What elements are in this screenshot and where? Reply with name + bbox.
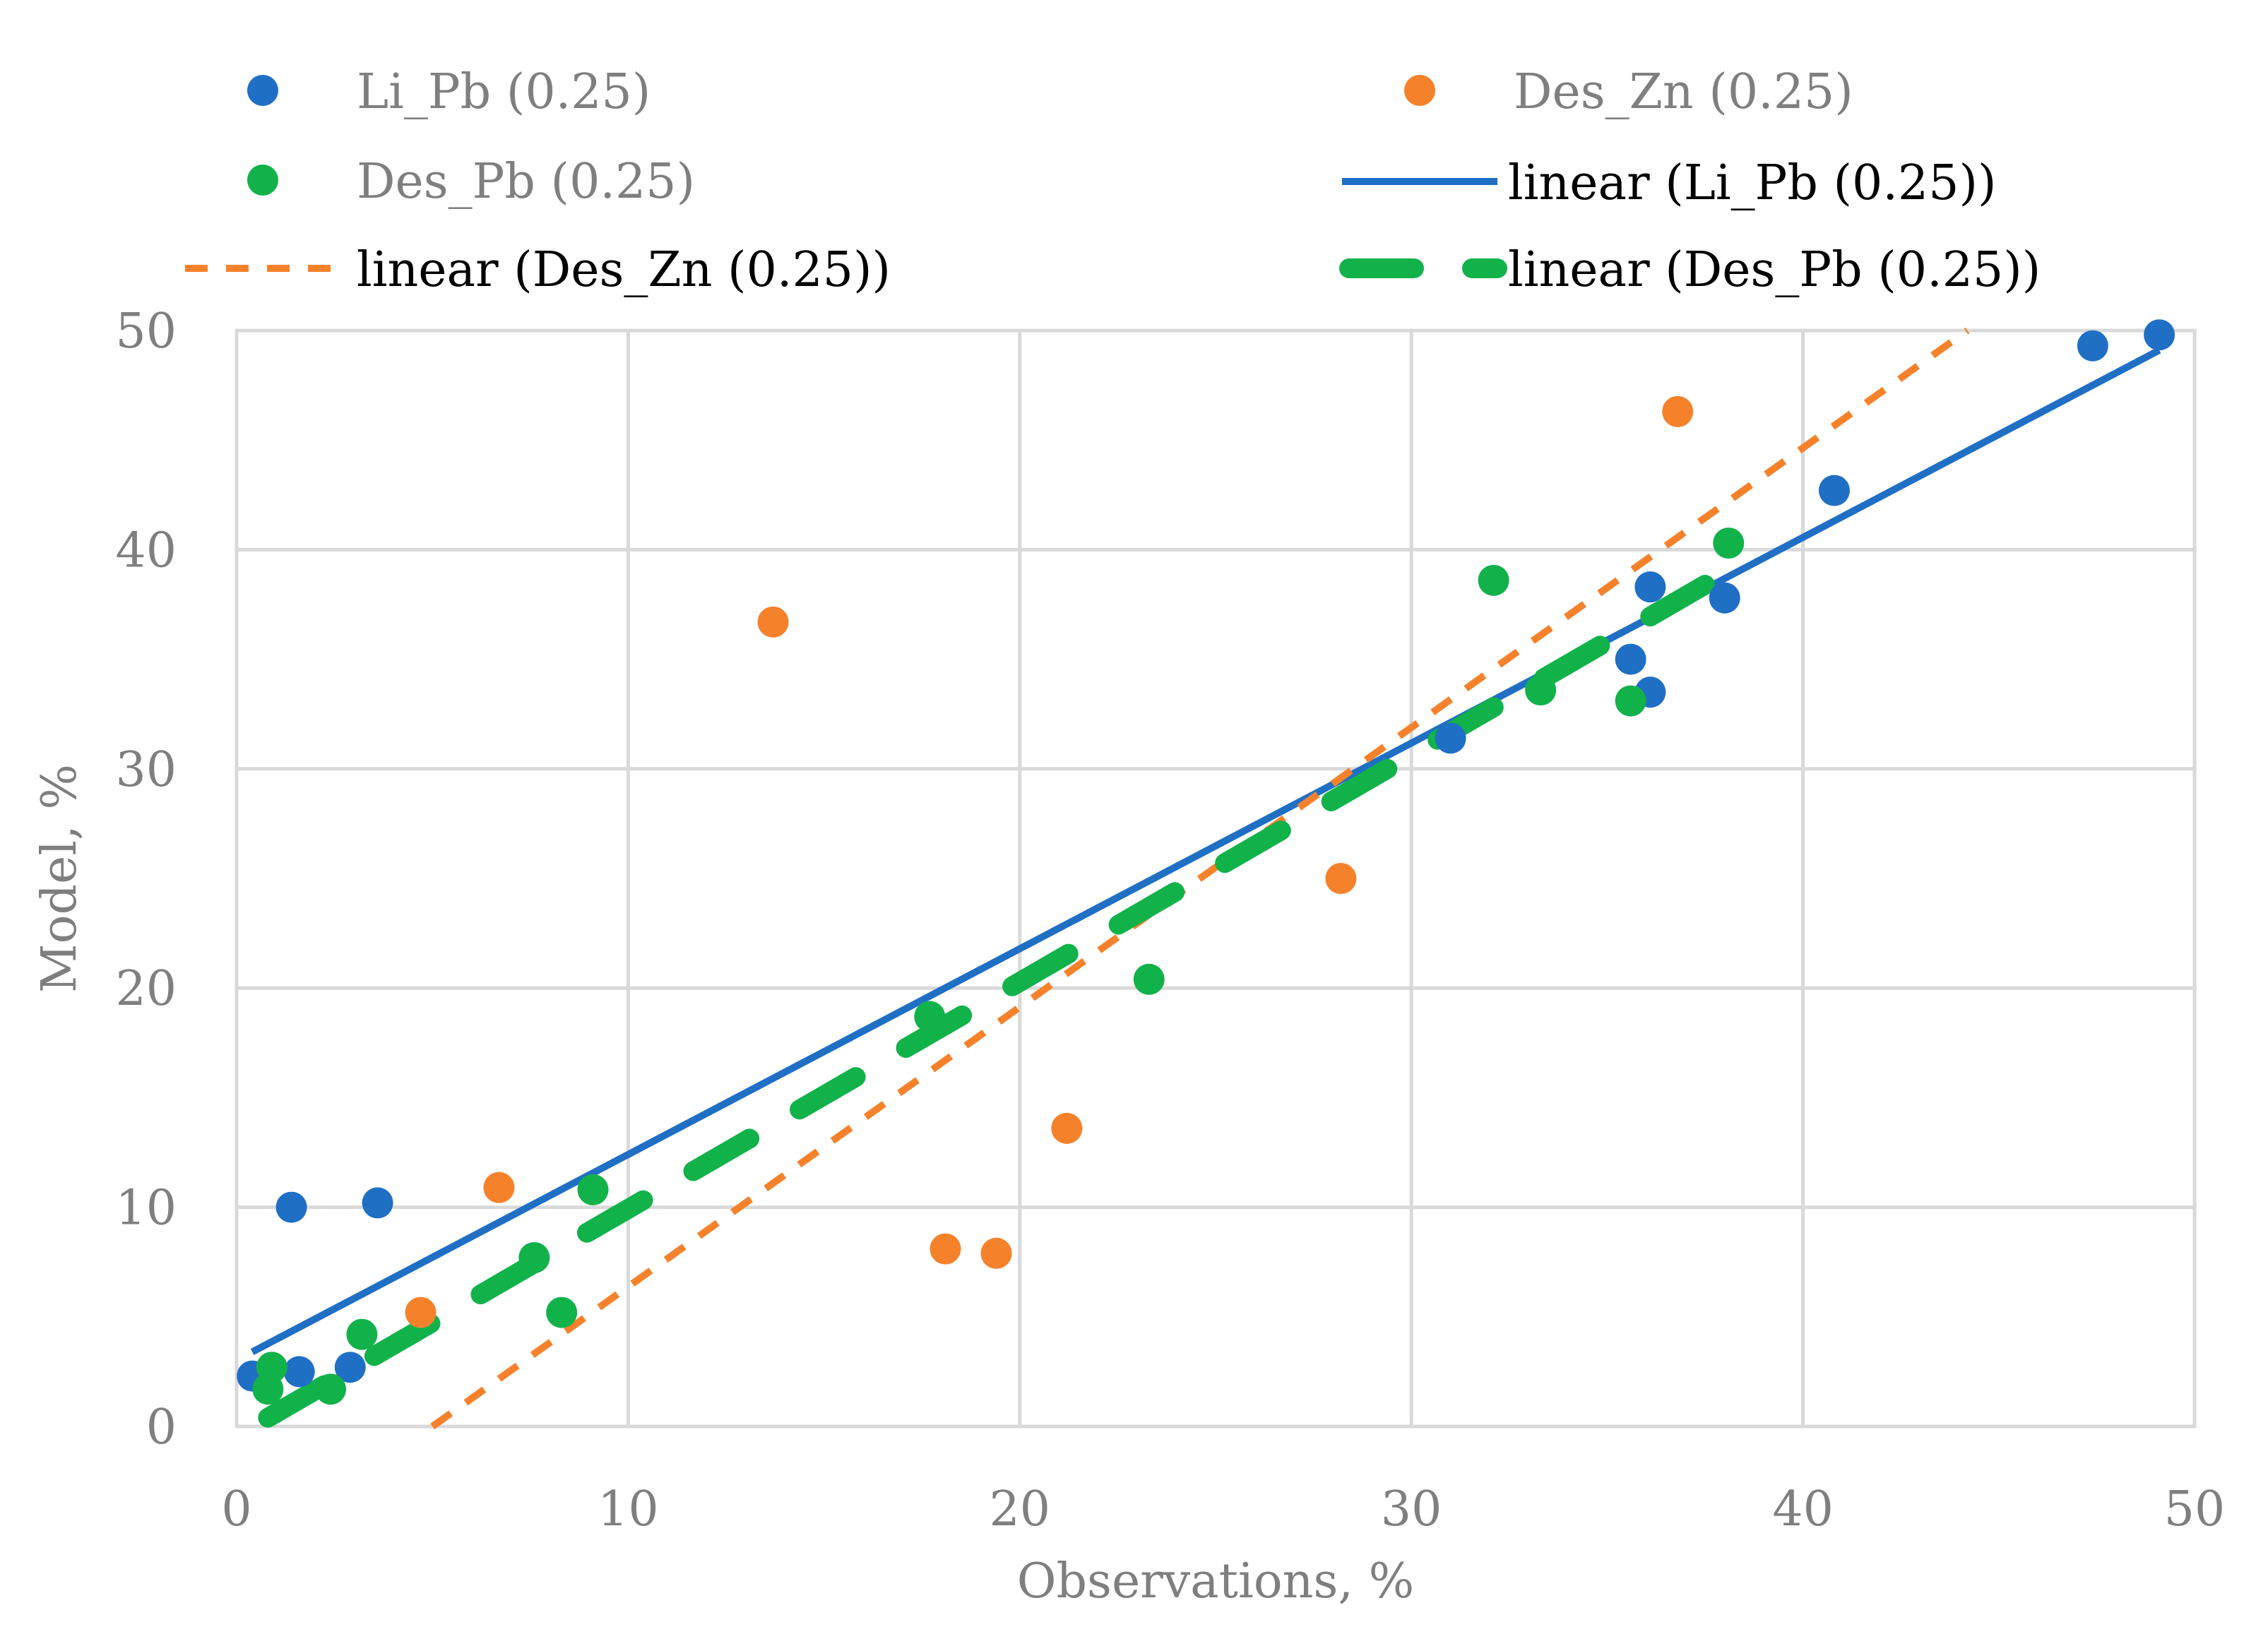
legend-entry-linear-des-zn: linear (Des_Zn (0.25)) <box>185 242 891 298</box>
point-des-zn-0-25 <box>405 1297 437 1328</box>
y-tick-label: 10 <box>115 1181 177 1236</box>
x-tick-label: 40 <box>1772 1482 1834 1537</box>
trendline-linear-des-zn-0-25 <box>430 327 1970 1430</box>
point-des-pb-0-25 <box>518 1241 550 1273</box>
point-li-pb-0-25 <box>1615 643 1646 675</box>
x-tick-label: 50 <box>2164 1482 2226 1537</box>
trendline-linear-li-pb-0-25 <box>250 347 2161 1355</box>
point-des-pb-0-25 <box>1133 963 1165 995</box>
legend-entry-li-pb: Li_Pb (0.25) <box>247 64 651 120</box>
legend-label-linear-des-zn: linear (Des_Zn (0.25)) <box>357 242 891 298</box>
point-des-pb-0-25 <box>1525 674 1557 706</box>
tick-labels: 0 10 20 30 40 50 0 10 20 30 40 50 <box>115 304 2225 1537</box>
y-tick-label: 0 <box>146 1400 177 1455</box>
legend-label-des-zn: Des_Zn (0.25) <box>1514 64 1853 120</box>
legend-label-linear-li-pb: linear (Li_Pb (0.25)) <box>1508 155 1997 211</box>
legend-label-linear-des-pb: linear (Des_Pb (0.25)) <box>1508 242 2041 298</box>
x-axis-title: Observations, % <box>1017 1554 1414 1609</box>
legend-marker-des-pb <box>247 165 278 196</box>
point-des-zn-0-25 <box>930 1233 961 1265</box>
point-li-pb-0-25 <box>334 1352 366 1383</box>
point-li-pb-0-25 <box>1709 582 1740 614</box>
point-li-pb-0-25 <box>283 1356 315 1388</box>
point-li-pb-0-25 <box>1818 475 1850 506</box>
point-des-zn-0-25 <box>1662 395 1694 427</box>
legend-entry-linear-des-pb: linear (Des_Pb (0.25)) <box>1339 242 2041 298</box>
point-des-pb-0-25 <box>315 1373 347 1405</box>
trendline-linear-des-pb-0-25 <box>258 575 1715 1428</box>
point-des-zn-0-25 <box>1325 863 1357 894</box>
point-des-pb-0-25 <box>914 1001 946 1032</box>
point-des-pb-0-25 <box>346 1318 378 1350</box>
point-li-pb-0-25 <box>2144 319 2175 351</box>
trendlines <box>250 327 2161 1430</box>
legend-marker-des-zn <box>1404 75 1435 106</box>
point-li-pb-0-25 <box>1634 571 1666 603</box>
legend: Li_Pb (0.25) Des_Zn (0.25) Des_Pb (0.25)… <box>185 64 2041 298</box>
x-tick-label: 10 <box>598 1482 659 1537</box>
y-tick-label: 50 <box>115 304 177 359</box>
legend-label-li-pb: Li_Pb (0.25) <box>357 64 651 120</box>
point-des-pb-0-25 <box>1478 564 1509 596</box>
point-des-pb-0-25 <box>256 1352 287 1383</box>
data-points <box>237 319 2175 1405</box>
y-tick-label: 40 <box>115 523 177 578</box>
y-tick-label: 20 <box>115 961 177 1017</box>
point-des-pb-0-25 <box>546 1297 578 1328</box>
legend-entry-linear-li-pb: linear (Li_Pb (0.25)) <box>1342 155 1997 211</box>
point-des-zn-0-25 <box>483 1172 515 1203</box>
point-li-pb-0-25 <box>362 1187 393 1219</box>
point-des-pb-0-25 <box>577 1174 609 1205</box>
point-des-pb-0-25 <box>1713 528 1745 559</box>
y-axis-title: Model, % <box>32 764 88 993</box>
legend-label-des-pb: Des_Pb (0.25) <box>357 154 695 210</box>
point-li-pb-0-25 <box>1435 722 1466 754</box>
x-tick-label: 0 <box>221 1482 251 1537</box>
legend-entry-des-zn: Des_Zn (0.25) <box>1404 64 1853 120</box>
point-des-zn-0-25 <box>1051 1112 1083 1144</box>
plot-area-border <box>234 328 2197 1429</box>
legend-entry-des-pb: Des_Pb (0.25) <box>247 154 695 210</box>
point-li-pb-0-25 <box>2077 330 2108 362</box>
point-des-zn-0-25 <box>757 606 789 638</box>
x-tick-label: 30 <box>1381 1482 1442 1537</box>
y-tick-label: 30 <box>115 742 177 798</box>
legend-marker-li-pb <box>247 75 278 106</box>
point-li-pb-0-25 <box>275 1191 307 1223</box>
point-des-pb-0-25 <box>1615 685 1646 717</box>
point-des-zn-0-25 <box>980 1237 1012 1269</box>
x-tick-label: 20 <box>990 1482 1051 1537</box>
